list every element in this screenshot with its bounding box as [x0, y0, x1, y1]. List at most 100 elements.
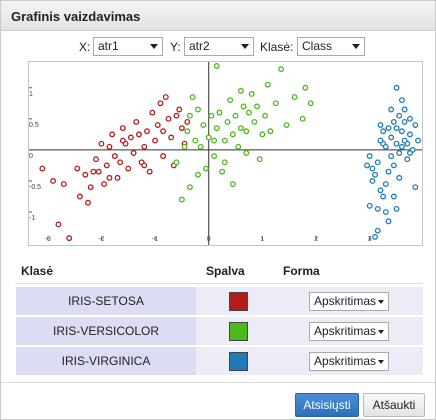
data-point: [87, 184, 94, 191]
data-point: [401, 106, 408, 113]
data-point: [374, 159, 381, 166]
data-point: [283, 122, 290, 128]
data-point: [377, 137, 384, 144]
data-point: [181, 143, 188, 150]
data-point: [385, 168, 392, 175]
y-axis-label: Y:: [170, 40, 181, 54]
data-point: [291, 94, 298, 101]
chevron-down-icon: [352, 44, 360, 49]
data-point: [154, 122, 161, 128]
data-point: [374, 205, 381, 212]
data-point: [398, 97, 405, 104]
data-point: [232, 112, 239, 119]
data-point: [119, 125, 126, 132]
table-header-color: Spalva: [206, 264, 245, 278]
data-point: [396, 112, 403, 119]
data-point: [205, 134, 212, 141]
data-point: [184, 118, 191, 125]
data-point: [76, 193, 83, 200]
data-point: [66, 235, 73, 242]
color-swatch[interactable]: [229, 322, 248, 341]
data-point: [197, 143, 204, 150]
data-point: [366, 202, 373, 209]
data-point: [278, 66, 285, 73]
y-attribute-select[interactable]: atr2: [184, 37, 254, 56]
data-point: [243, 150, 250, 156]
data-point: [130, 150, 137, 156]
x-tick-label: -1: [152, 236, 158, 243]
class-name: IRIS-VIRGINICA: [16, 347, 196, 375]
data-point: [412, 122, 419, 128]
data-point: [106, 174, 113, 181]
shape-select[interactable]: Apskritimas: [309, 322, 389, 341]
data-point: [186, 184, 193, 191]
scatter-plot-svg: -3 -2 -1 0 1 2 3 1 0.5 0 -0.5 -1: [29, 62, 422, 245]
data-point: [388, 153, 395, 160]
data-point: [380, 128, 387, 135]
data-point: [382, 209, 389, 215]
data-point: [133, 118, 140, 125]
data-point: [237, 87, 244, 94]
data-point: [366, 153, 373, 160]
data-point: [390, 162, 397, 169]
data-point: [240, 103, 247, 110]
class-select[interactable]: Class: [297, 37, 365, 56]
data-point: [149, 109, 156, 116]
table-row: IRIS-VERSICOLOR Apskritimas: [16, 317, 423, 345]
data-point: [398, 143, 405, 150]
x-tick-label: 2: [314, 236, 318, 243]
color-swatch[interactable]: [229, 352, 248, 371]
data-point: [93, 156, 99, 163]
x-tick-label: -2: [98, 236, 104, 243]
data-point: [369, 165, 376, 172]
data-point: [393, 140, 400, 147]
chevron-down-icon: [378, 360, 384, 364]
data-point: [404, 156, 411, 163]
data-point: [246, 109, 252, 116]
data-point: [98, 140, 105, 147]
data-point: [176, 106, 183, 113]
data-point: [111, 153, 118, 160]
data-point: [211, 137, 218, 144]
data-point: [189, 94, 196, 101]
data-point: [184, 128, 191, 135]
y-tick-label: -0.5: [29, 184, 41, 191]
chevron-down-icon: [378, 330, 384, 334]
shape-value: Apskritimas: [314, 294, 377, 308]
scatter-plot[interactable]: -3 -2 -1 0 1 2 3 1 0.5 0 -0.5 -1: [28, 61, 423, 246]
data-point: [117, 159, 124, 166]
download-button[interactable]: Atsisiųsti: [295, 393, 359, 417]
data-point: [415, 137, 421, 144]
class-name: IRIS-SETOSA: [16, 287, 196, 315]
data-point: [227, 97, 234, 104]
data-point: [160, 128, 167, 135]
data-point: [407, 131, 413, 138]
data-point: [393, 84, 400, 91]
cancel-button[interactable]: Atšaukti: [363, 393, 425, 417]
color-swatch[interactable]: [229, 292, 248, 311]
table-header-shape: Forma: [283, 264, 320, 278]
data-point: [382, 181, 389, 188]
data-point: [401, 118, 408, 125]
data-point: [221, 137, 228, 144]
data-point: [385, 125, 392, 132]
x-attribute-select[interactable]: atr1: [93, 37, 163, 56]
shape-select[interactable]: Apskritimas: [309, 352, 389, 371]
table-row: IRIS-VIRGINICA Apskritimas: [16, 347, 423, 375]
data-point: [393, 125, 400, 132]
dialog-title: Grafinis vaizdavimas: [11, 9, 141, 24]
class-name: IRIS-VERSICOLOR: [16, 317, 196, 345]
data-point: [141, 143, 148, 150]
data-point: [396, 174, 403, 181]
dialog-titlebar[interactable]: Grafinis vaizdavimas: [1, 1, 435, 31]
data-point: [243, 128, 250, 135]
y-attribute-value: atr2: [189, 39, 210, 53]
data-point: [251, 118, 258, 125]
data-point: [157, 100, 164, 107]
shape-select[interactable]: Apskritimas: [309, 292, 389, 311]
data-point: [256, 156, 263, 163]
data-point: [173, 159, 180, 166]
data-point: [106, 143, 113, 150]
table-header-divider: [15, 283, 423, 284]
